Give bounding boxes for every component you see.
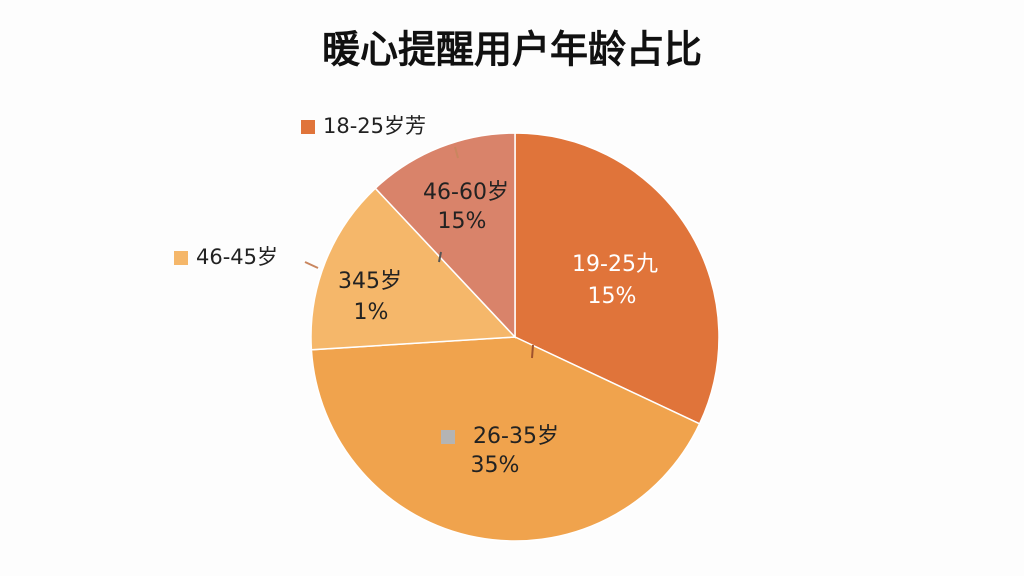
slice-percent: 1%: [354, 300, 389, 325]
pie-slice: [310, 187, 517, 351]
slice-label: 46-60岁: [423, 180, 509, 205]
chart-title: 暖心提醒用户年龄占比: [322, 28, 702, 72]
leader-line: [304, 261, 319, 269]
leader-line: [438, 251, 442, 263]
pie-slice: [310, 336, 701, 542]
legend-swatch: [301, 120, 315, 134]
slice-label: 345岁: [338, 269, 402, 294]
slice-percent: 35%: [471, 453, 520, 478]
slice-label: 19-25九: [572, 252, 658, 277]
legend-label: 46-45岁: [196, 245, 278, 269]
legend-marker: [441, 430, 455, 444]
pie-slice: [514, 132, 720, 425]
leader-line: [531, 344, 534, 359]
legend-swatch: [174, 251, 188, 265]
slice-percent: 15%: [588, 284, 637, 309]
slice-percent: 15%: [438, 209, 487, 234]
pie-slice: [374, 132, 516, 339]
slice-label: 26-35岁: [473, 424, 559, 449]
legend-label: 18-25岁芳: [323, 114, 426, 138]
leader-line: [454, 146, 459, 159]
